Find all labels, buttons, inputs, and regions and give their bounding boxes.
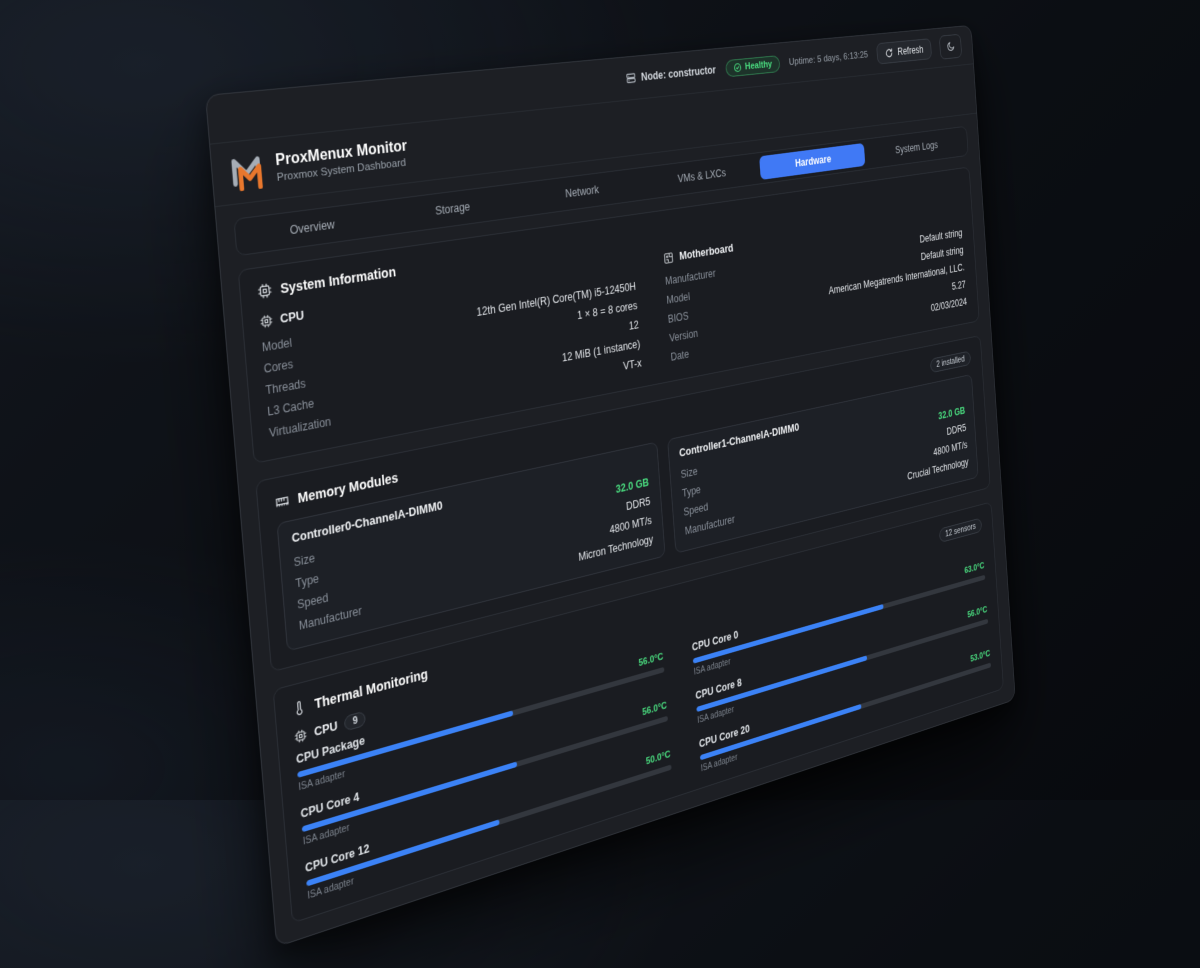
thermal-group-count: 9 xyxy=(344,710,367,732)
sensor-temp: 53.0°C xyxy=(970,648,991,665)
tab-overview[interactable]: Overview xyxy=(289,217,336,238)
sensor-temp: 63.0°C xyxy=(964,560,985,576)
thermometer-icon xyxy=(291,698,307,717)
tab-network[interactable]: Network xyxy=(564,183,600,201)
health-label: Healthy xyxy=(744,59,773,73)
sensor-temp: 56.0°C xyxy=(638,651,664,669)
health-status-badge: Healthy xyxy=(725,55,781,78)
sensor-temp: 56.0°C xyxy=(641,700,668,719)
theme-toggle-button[interactable] xyxy=(938,33,963,60)
moon-icon xyxy=(946,41,955,53)
tab-system-logs[interactable]: System Logs xyxy=(894,139,939,156)
refresh-label: Refresh xyxy=(897,43,924,58)
tab-storage[interactable]: Storage xyxy=(434,200,471,218)
motherboard-section-title: Motherboard xyxy=(678,242,734,263)
sensor-temp: 50.0°C xyxy=(645,749,671,768)
tab-vms-lxcs[interactable]: VMs & LXCs xyxy=(677,166,727,186)
scene: Node: constructor Healthy Uptime: 5 days… xyxy=(205,24,1200,968)
installed-count-badge: 2 installed xyxy=(929,350,972,374)
uptime-text: Uptime: 5 days, 6:13:25 xyxy=(788,49,869,68)
panel-title: System Information xyxy=(279,263,397,297)
cpu-section-title: CPU xyxy=(279,308,305,326)
cpu-chip-icon xyxy=(257,282,273,300)
thermal-group-name: CPU xyxy=(313,719,339,739)
motherboard-icon xyxy=(663,251,674,265)
server-icon xyxy=(625,72,636,85)
check-circle-icon xyxy=(733,62,742,73)
dashboard-window: Node: constructor Healthy Uptime: 5 days… xyxy=(205,24,1016,948)
proxmenux-logo xyxy=(228,151,266,192)
sensors-count-badge: 12 sensors xyxy=(938,517,983,544)
cpu-icon xyxy=(294,728,308,745)
cpu-icon xyxy=(259,313,273,329)
brand-text: ProxMenux Monitor Proxmox System Dashboa… xyxy=(275,138,409,184)
memory-stick-icon xyxy=(274,492,290,510)
tab-hardware[interactable]: Hardware xyxy=(759,142,866,180)
refresh-button[interactable]: Refresh xyxy=(876,38,932,65)
node-indicator: Node: constructor xyxy=(625,64,716,85)
sensor-temp: 56.0°C xyxy=(967,604,988,621)
refresh-icon xyxy=(885,47,894,58)
node-label: Node: constructor xyxy=(640,63,717,84)
